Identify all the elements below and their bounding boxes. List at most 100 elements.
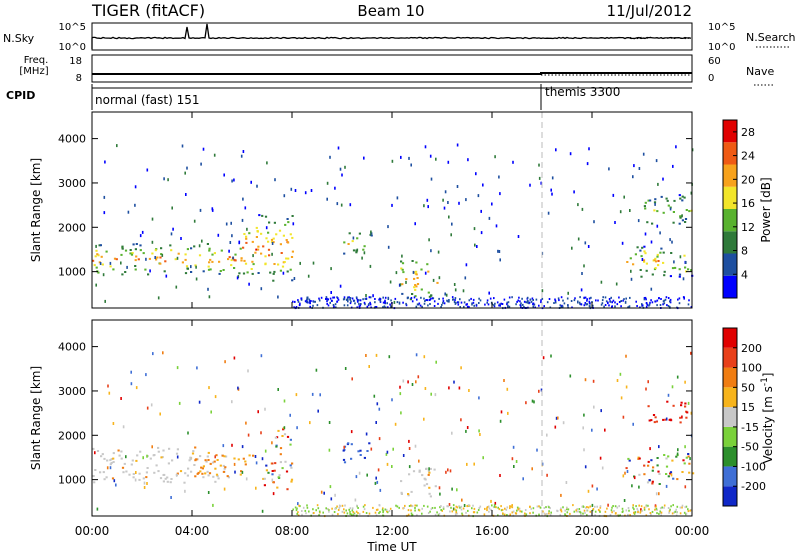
heatmap-cell	[330, 497, 333, 501]
heatmap-cell	[154, 249, 157, 252]
heatmap-cell	[206, 470, 209, 473]
heatmap-cell	[500, 509, 503, 512]
heatmap-cell	[234, 259, 237, 262]
heatmap-cell	[233, 457, 236, 460]
heatmap-cell	[298, 504, 300, 507]
heatmap-cell	[241, 445, 244, 449]
heatmap-cell	[240, 259, 243, 262]
heatmap-cell	[248, 454, 251, 457]
heatmap-cell	[528, 301, 531, 304]
heatmap-cell	[531, 297, 534, 300]
heatmap-cell	[553, 302, 555, 304]
heatmap-cell	[296, 507, 298, 510]
heatmap-cell	[531, 467, 533, 471]
heatmap-cell	[306, 296, 308, 299]
nave-label: Nave	[746, 65, 774, 78]
heatmap-cell	[400, 260, 403, 263]
heatmap-cell	[639, 510, 642, 513]
heatmap-cell	[535, 298, 538, 301]
heatmap-cell	[619, 514, 621, 517]
heatmap-cell	[287, 221, 290, 224]
heatmap-cell	[418, 509, 421, 512]
heatmap-cell	[297, 514, 300, 517]
heatmap-cell	[164, 260, 167, 263]
heatmap-cell	[678, 194, 681, 197]
x-tick-label: 08:00	[275, 524, 310, 538]
heatmap-cell	[666, 400, 669, 403]
heatmap-cell	[264, 262, 267, 265]
heatmap-cell	[290, 256, 294, 258]
heatmap-cell	[222, 464, 225, 467]
heatmap-cell	[678, 297, 681, 300]
heatmap-cell	[643, 464, 646, 467]
heatmap-cell	[681, 214, 683, 218]
heatmap-cell	[154, 256, 156, 259]
heatmap-cell	[369, 303, 372, 306]
heatmap-cell	[328, 448, 331, 452]
heatmap-cell	[429, 303, 431, 305]
heatmap-cell	[153, 471, 156, 474]
heatmap-cell	[433, 300, 436, 303]
heatmap-cell	[201, 239, 203, 243]
heatmap-cell	[254, 251, 257, 254]
heatmap-cell	[151, 252, 154, 255]
heatmap-cell	[366, 305, 369, 308]
heatmap-cell	[242, 246, 245, 249]
heatmap-cell	[480, 209, 482, 213]
heatmap-cell	[424, 300, 426, 303]
heatmap-cell	[506, 387, 509, 391]
heatmap-cell	[539, 506, 542, 509]
heatmap-cell	[281, 467, 284, 470]
heatmap-cell	[350, 457, 353, 460]
heatmap-cell	[400, 493, 403, 495]
heatmap-cell	[681, 199, 684, 202]
heatmap-cell	[462, 507, 465, 510]
heatmap-cell	[408, 447, 411, 450]
heatmap-cell	[577, 237, 580, 241]
heatmap-cell	[437, 302, 439, 305]
heatmap-cell	[357, 450, 360, 453]
heatmap-cell	[619, 210, 622, 214]
heatmap-cell	[688, 471, 691, 474]
heatmap-cell	[201, 467, 204, 470]
heatmap-cell	[224, 466, 227, 469]
heatmap-cell	[181, 261, 184, 264]
heatmap-cell	[363, 251, 366, 255]
heatmap-cell	[109, 466, 112, 470]
heatmap-cell	[625, 509, 628, 512]
heatmap-cell	[282, 234, 285, 237]
heatmap-cell	[522, 303, 524, 306]
heatmap-cell	[411, 383, 414, 386]
heatmap-cell	[375, 353, 378, 357]
heatmap-cell	[334, 493, 336, 497]
heatmap-cell	[681, 219, 684, 222]
heatmap-cell	[286, 270, 289, 273]
heatmap-cell	[476, 245, 478, 248]
heatmap-cell	[293, 306, 295, 309]
heatmap-cell	[480, 231, 483, 235]
heatmap-cell	[271, 252, 273, 256]
heatmap-cell	[669, 508, 671, 511]
heatmap-cell	[687, 455, 690, 458]
heatmap-cell	[163, 270, 166, 273]
heatmap-cell	[464, 276, 467, 280]
heatmap-cell	[560, 507, 562, 510]
heatmap-cell	[580, 513, 582, 516]
heatmap-cell	[327, 304, 330, 307]
heatmap-cell	[633, 508, 635, 511]
heatmap-cell	[654, 257, 657, 260]
heatmap-cell	[227, 258, 230, 261]
heatmap-cell	[131, 252, 134, 254]
heatmap-cell	[685, 261, 687, 264]
heatmap-cell	[155, 258, 158, 261]
colorbar-tick-label: 15	[741, 401, 755, 414]
heatmap-cell	[468, 299, 471, 302]
heatmap-cell	[647, 460, 650, 463]
heatmap-cell	[504, 507, 506, 510]
heatmap-cell	[688, 210, 691, 213]
heatmap-cell	[102, 273, 105, 277]
heatmap-cell	[115, 483, 117, 487]
heatmap-cell	[437, 513, 440, 516]
heatmap-cell	[402, 301, 404, 304]
